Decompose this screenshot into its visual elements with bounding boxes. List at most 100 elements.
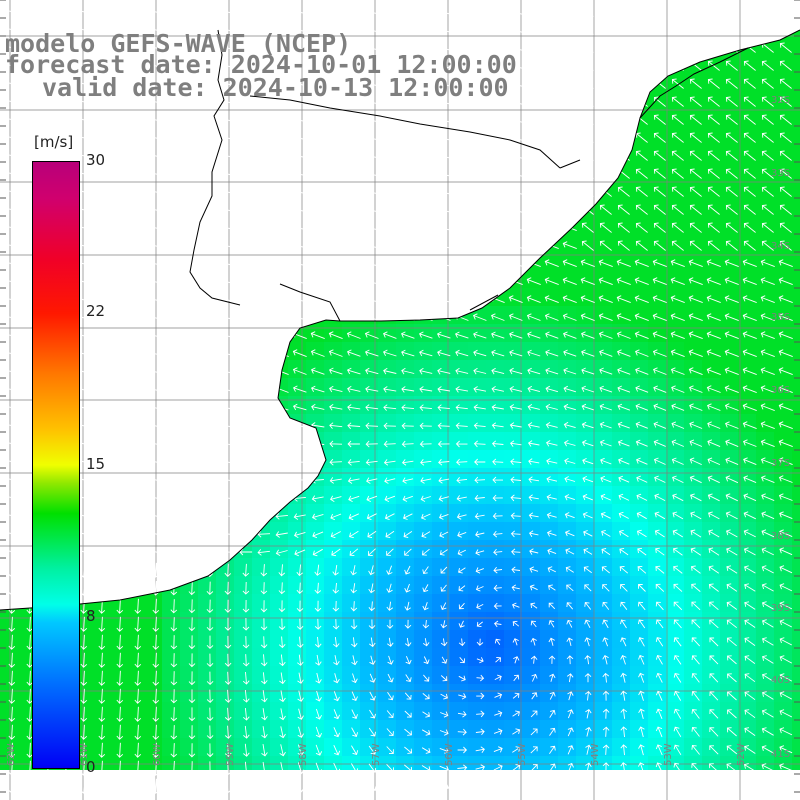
wind-arrow [8, 760, 16, 776]
wind-arrow [4, 349, 19, 358]
wind-arrow [242, 581, 250, 595]
wind-cell [324, 684, 343, 703]
wind-arrow [80, 580, 88, 596]
wind-arrow [224, 653, 232, 667]
wind-arrow [386, 601, 394, 611]
wind-arrow [148, 547, 163, 556]
wind-arrow [602, 762, 610, 774]
wind-arrow [440, 566, 448, 574]
wind-cell [792, 252, 800, 271]
wind-cell [774, 666, 793, 685]
wind-cell [702, 522, 721, 541]
wind-arrow [490, 151, 505, 160]
wind-arrow [368, 583, 375, 594]
wind-cell [126, 648, 145, 667]
wind-arrow [724, 259, 739, 268]
wind-arrow [188, 779, 196, 794]
wind-arrow [332, 582, 340, 594]
wind-cell [576, 306, 595, 325]
wind-arrow [184, 439, 199, 448]
wind-arrow [544, 313, 559, 321]
wind-arrow [292, 259, 307, 268]
wind-cell [306, 594, 325, 613]
wind-cell [792, 234, 800, 253]
wind-arrow [724, 367, 739, 376]
wind-arrow [188, 761, 196, 776]
wind-cell [792, 324, 800, 343]
wind-arrow [653, 385, 667, 393]
wind-arrow [202, 547, 217, 555]
wind-cell [558, 234, 577, 253]
wind-arrow [130, 259, 145, 268]
wind-cell [90, 702, 109, 721]
wind-arrow [315, 690, 322, 702]
wind-cell [432, 486, 451, 505]
wind-arrow [440, 638, 448, 647]
wind-arrow [148, 259, 163, 268]
wind-arrow [22, 43, 37, 52]
wind-arrow [689, 186, 702, 197]
wind-arrow [511, 548, 521, 556]
wind-cell [738, 378, 757, 397]
wind-arrow [526, 277, 541, 286]
wind-cell [612, 378, 631, 397]
wind-arrow [509, 386, 523, 393]
wind-arrow [743, 6, 756, 17]
wind-arrow [472, 169, 487, 178]
wind-arrow [635, 42, 648, 53]
wind-arrow [238, 331, 253, 340]
wind-cell [540, 306, 559, 325]
wind-arrow [672, 493, 684, 502]
wind-cell [738, 612, 757, 631]
wind-arrow [202, 43, 217, 52]
wind-arrow [382, 259, 397, 268]
wind-arrow [329, 404, 343, 411]
wind-arrow [26, 688, 34, 704]
wind-arrow [152, 634, 160, 650]
wind-arrow [220, 241, 235, 250]
wind-arrow [581, 349, 595, 357]
wind-cell [576, 270, 595, 289]
wind-arrow [761, 168, 774, 179]
wind-cell [648, 504, 667, 523]
wind-cell [342, 486, 361, 505]
wind-arrow [224, 671, 232, 685]
wind-cell [180, 702, 199, 721]
wind-arrow [26, 670, 34, 686]
wind-arrow [401, 331, 415, 339]
wind-arrow [26, 742, 34, 758]
wind-cell [144, 612, 163, 631]
longitude-label: 57W [371, 743, 382, 766]
wind-arrow [531, 692, 538, 700]
wind-arrow [638, 726, 645, 738]
wind-cell [342, 594, 361, 613]
wind-arrow [202, 349, 217, 358]
wind-arrow [310, 349, 325, 357]
wind-cell [630, 342, 649, 361]
wind-arrow [279, 780, 286, 793]
land-strip [0, 770, 800, 800]
wind-cell [702, 396, 721, 415]
wind-arrow [346, 25, 361, 34]
wind-arrow [400, 61, 415, 70]
wind-cell [594, 396, 613, 415]
wind-arrow [725, 240, 738, 251]
wind-cell [684, 522, 703, 541]
wind-arrow [310, 151, 325, 160]
wind-arrow [314, 564, 321, 576]
wind-cell [774, 504, 793, 523]
wind-arrow [440, 693, 448, 700]
wind-cell [738, 396, 757, 415]
wind-arrow [346, 295, 361, 304]
wind-cell [90, 756, 109, 775]
wind-arrow [585, 762, 592, 773]
wind-arrow [4, 277, 19, 286]
wind-arrow [202, 511, 217, 519]
wind-arrow [58, 25, 73, 34]
wind-arrow [744, 745, 756, 754]
wind-arrow [314, 636, 322, 648]
wind-cell [792, 414, 800, 433]
wind-arrow [418, 331, 433, 339]
wind-cell [486, 360, 505, 379]
wind-arrow [112, 259, 127, 268]
